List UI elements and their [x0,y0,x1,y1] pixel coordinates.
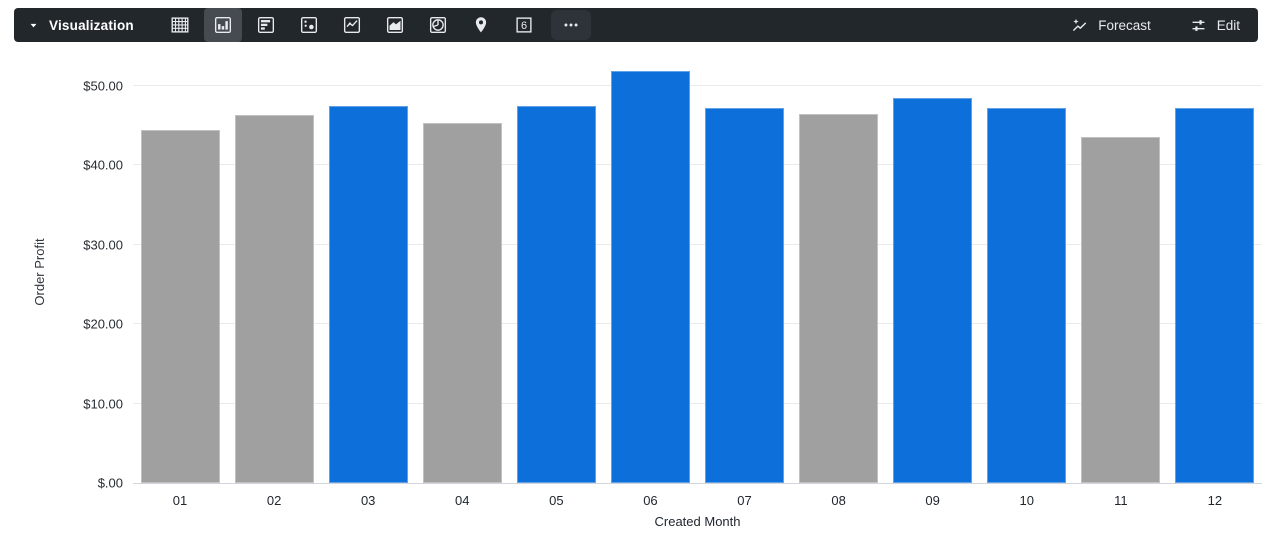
bar-slot-10 [980,60,1074,483]
visualization-toolbar: Visualization 6 Forecast Edit [14,8,1258,42]
viz-type-pie-chart-button[interactable] [419,8,457,42]
x-axis-labels: 01 02 03 04 05 06 07 08 09 10 11 12 [133,484,1262,508]
y-tick-label: $30.00 [83,237,123,253]
bar-05[interactable] [516,105,596,483]
bar-slot-02 [227,60,321,483]
y-tick-label: $20.00 [83,316,123,332]
y-axis-title: Order Profit [32,237,47,306]
x-tick-label-10: 10 [1019,493,1034,508]
forecast-label: Forecast [1098,17,1151,33]
x-tick-label-02: 02 [266,493,282,508]
gridline-50 [133,85,1262,86]
gridline-20 [133,323,1262,325]
x-tick-label-05: 05 [549,493,564,508]
visualization-section-toggle[interactable]: Visualization [28,18,134,33]
viz-type-line-chart-button[interactable] [333,8,371,42]
viz-type-table-button[interactable] [161,8,199,42]
bar-03[interactable] [328,105,408,483]
edit-label: Edit [1216,17,1240,33]
column-chart-icon [214,16,231,34]
bar-12[interactable] [1175,108,1255,483]
bar-slot-12 [1168,60,1262,483]
bar-10[interactable] [987,108,1067,483]
x-tick-label-07: 07 [737,493,752,508]
scatter-icon [300,16,317,34]
bar-slot-06 [603,60,697,483]
single-value-icon: 6 [516,17,532,33]
bar-slot-09 [886,60,980,483]
viz-type-bar-chart-button[interactable] [247,8,285,42]
x-tick-label-11: 11 [1114,493,1128,508]
viz-type-single-value-button[interactable]: 6 [505,8,543,42]
bar-slot-03 [321,60,415,483]
x-axis-title: Created Month [654,514,741,529]
x-tick-label-01: 01 [172,493,188,508]
edit-button[interactable]: Edit [1189,16,1240,35]
x-tick-label-08: 08 [831,493,846,508]
bar-slot-04 [415,60,509,483]
bar-04[interactable] [422,122,502,483]
y-tick-label: $40.00 [83,157,123,173]
gridline-30 [133,243,1262,245]
x-tick-label-06: 06 [643,493,658,508]
viz-type-scatter-button[interactable] [290,8,328,42]
bar-08[interactable] [799,113,879,483]
map-pin-icon [475,17,487,33]
plot-area: Order Profit $.00 $10.00 $20.00 $30.00 $40.0… [32,60,1262,491]
viz-type-more-button[interactable] [550,10,591,40]
x-tick-label-03: 03 [360,493,376,508]
gridline-10 [133,402,1262,404]
x-tick-label-09: 09 [925,493,940,508]
x-tick-label-04: 04 [455,493,470,508]
bar-chart-icon [257,16,274,34]
bar-01[interactable] [140,129,220,483]
bar-09[interactable] [893,97,973,483]
bar-slot-05 [509,60,603,483]
bar-11[interactable] [1081,136,1161,483]
bar-07[interactable] [705,108,785,483]
bar-06[interactable] [610,70,690,483]
x-tick-label-12: 12 [1207,493,1223,508]
svg-text:6: 6 [521,20,527,32]
table-icon [171,17,189,33]
bar-slot-08 [792,60,886,483]
tune-icon [1189,16,1208,35]
gridline-40 [133,164,1262,166]
viz-type-picker: 6 [161,8,596,42]
viz-type-map-pin-button[interactable] [462,8,500,42]
y-tick-label: $50.00 [83,78,123,94]
more-icon [564,23,578,27]
bar-slot-01 [133,60,227,483]
forecast-icon [1070,16,1089,35]
viz-type-area-chart-button[interactable] [376,8,414,42]
viz-type-column-chart-button[interactable] [203,8,242,42]
bar-slot-07 [697,60,791,483]
bar-02[interactable] [234,115,314,483]
y-tick-label: $.00 [97,475,123,491]
toolbar-title: Visualization [49,17,134,33]
bar-slot-11 [1074,60,1168,483]
forecast-button[interactable]: Forecast [1070,16,1151,35]
y-tick-label: $10.00 [83,396,123,412]
line-chart-icon [343,16,360,34]
pie-chart-icon [429,16,446,34]
bars-row [133,60,1262,483]
bar-chart: Order Profit $.00 $10.00 $20.00 $30.00 $40.0… [32,60,1262,529]
area-chart-icon [386,16,403,34]
caret-down-icon [28,20,39,31]
